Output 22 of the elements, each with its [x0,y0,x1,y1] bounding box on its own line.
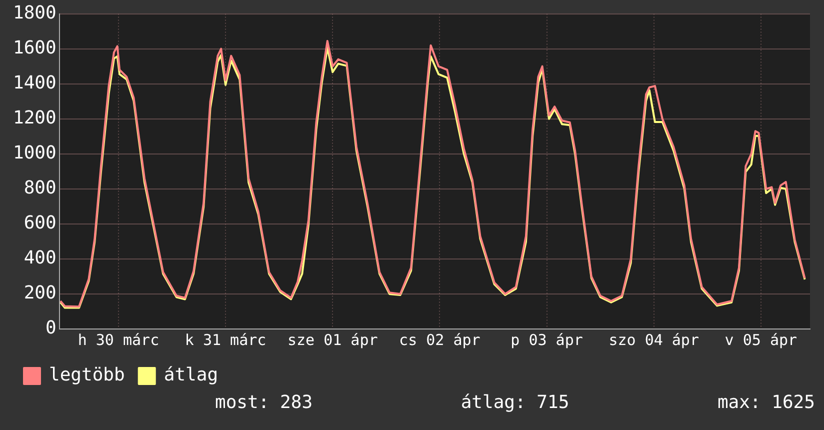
x-tick-label: cs 02 ápr [399,330,480,349]
y-tick-label: 1200 [12,108,56,129]
y-tick-label: 1400 [12,72,56,94]
text: most: 283 [215,392,313,413]
y-tick-label: 0 [46,318,56,339]
text: átlag: 715 [460,392,570,413]
y-tick-label: 1000 [12,142,56,164]
y-tick-label: 800 [24,178,56,199]
y-tick-label: 600 [24,212,56,234]
x-tick-label: v 05 ápr [724,330,798,349]
y-tick-label: 1800 [12,2,56,24]
legend-label: legtöbb [49,364,125,386]
text: max: 1625 [717,392,815,413]
y-tick-label: 400 [24,248,56,269]
x-tick-label: p 03 ápr [510,330,583,349]
y-tick-label: 200 [24,282,56,304]
x-tick-label: k 31 márc [184,330,266,349]
x-tick-label: sze 01 ápr [287,330,378,349]
y-tick-label: 1600 [12,37,56,58]
legend-label: átlag [164,364,218,386]
x-tick-label: szo 04 ápr [608,330,700,349]
x-tick-label: h 30 márc [78,330,160,349]
